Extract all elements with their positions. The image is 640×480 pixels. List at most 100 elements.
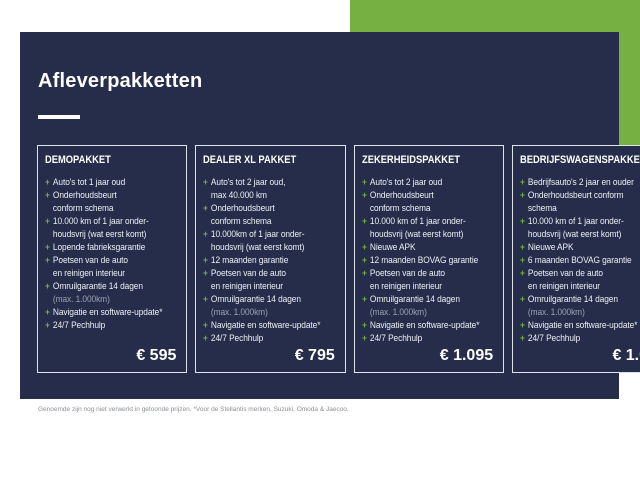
- package-item: + Poetsen van de auto: [203, 267, 320, 280]
- item-text: conform schema: [211, 216, 272, 227]
- package-card: BEDRIJFSWAGENSPAKKET + Bedrijfsauto's 2 ja…: [512, 145, 640, 373]
- item-text: 6 maanden BOVAG garantie: [528, 255, 632, 266]
- item-text: conform schema: [369, 203, 431, 214]
- item-text: Navigatie en software-update*: [528, 320, 638, 331]
- package-title: DEALER XL PAKKET: [203, 154, 297, 166]
- package-item: + Omruilgarantie 14 dagen: [362, 293, 479, 306]
- item-text: 12 maanden garantie: [211, 255, 289, 266]
- package-item-continuation: conform schema: [362, 202, 479, 215]
- item-text: en reinigen interieur: [52, 268, 125, 279]
- package-item: + Onderhoudsbeurt: [203, 202, 320, 215]
- package-item: + Nieuwe APK: [362, 241, 479, 254]
- item-text: Poetsen van de auto: [211, 268, 287, 279]
- plus-bullet-icon: +: [203, 294, 209, 305]
- item-text: Navigatie en software-update*: [211, 320, 321, 331]
- plus-bullet-icon: +: [520, 216, 525, 227]
- package-item: + Omruilgarantie 14 dagen: [520, 293, 640, 306]
- package-item: + Poetsen van de auto: [362, 267, 479, 280]
- package-item-continuation: (max. 1.000km): [520, 306, 640, 319]
- item-text: Omruilgarantie 14 dagen: [528, 294, 619, 305]
- item-text: houdsvrij (wat eerst komt): [52, 229, 147, 240]
- plus-bullet-icon: +: [45, 320, 50, 331]
- package-item: + Auto's tot 1 jaar oud: [45, 176, 162, 189]
- item-text: Onderhoudsbeurt: [211, 203, 276, 214]
- item-text: Omruilgarantie 14 dagen: [52, 281, 143, 292]
- item-text: Onderhoudsbeurt: [52, 190, 117, 201]
- package-item: +24/7 Pechhulp: [362, 332, 479, 345]
- item-text: Auto's tot 1 jaar oud: [52, 177, 126, 188]
- plus-bullet-icon: +: [520, 268, 525, 279]
- plus-bullet-icon: +: [361, 268, 367, 279]
- item-text: (max. 1.000km): [52, 294, 110, 305]
- plus-bullet-icon: +: [520, 333, 525, 344]
- plus-bullet-icon: +: [45, 255, 50, 266]
- package-title: ZEKERHEIDSPAKKET: [361, 154, 460, 166]
- item-text: houdsvrij (wat eerst komt): [211, 242, 305, 253]
- plus-bullet-icon: +: [520, 255, 525, 266]
- plus-bullet-icon: +: [520, 320, 525, 331]
- plus-bullet-icon: +: [520, 177, 525, 188]
- item-text: 24/7 Pechhulp: [528, 333, 581, 344]
- package-item: + Auto's tot 2 jaar oud,: [203, 176, 320, 189]
- item-text: Poetsen van de auto: [528, 268, 604, 279]
- package-title: BEDRIJFSWAGENSPAKKET: [520, 154, 640, 166]
- package-cards: DEMOPAKKET + Auto's tot 1 jaar oud + Onderho…: [37, 145, 640, 373]
- item-text: 12 maanden BOVAG garantie: [369, 255, 478, 266]
- item-text: schema: [528, 203, 557, 214]
- package-item: + Omruilgarantie 14 dagen: [203, 293, 320, 306]
- item-text: en reinigen interieur: [369, 281, 442, 292]
- package-item: +12 maanden garantie: [203, 254, 320, 267]
- item-text: 24/7 Pechhulp: [52, 320, 106, 331]
- plus-bullet-icon: +: [203, 333, 209, 344]
- item-text: Poetsen van de auto: [369, 268, 445, 279]
- package-card: DEALER XL PAKKET + Auto's tot 2 jaar oud, m…: [195, 145, 346, 373]
- plus-bullet-icon: +: [520, 294, 525, 305]
- plus-bullet-icon: +: [45, 177, 50, 188]
- package-price: € 1.095: [612, 347, 640, 364]
- package-price: € 595: [136, 347, 177, 364]
- plus-bullet-icon: +: [361, 177, 367, 188]
- item-text: (max. 1.000km): [369, 307, 427, 318]
- plus-bullet-icon: +: [361, 255, 367, 266]
- package-item-continuation: max 40.000 km: [203, 189, 320, 202]
- package-item: +12 maanden BOVAG garantie: [362, 254, 479, 267]
- plus-bullet-icon: +: [361, 320, 367, 331]
- package-item: + Onderhoudsbeurt: [45, 189, 162, 202]
- package-item: + Poetsen van de auto: [520, 267, 640, 280]
- item-text: 10.000 km of 1 jaar onder-: [369, 216, 466, 227]
- package-price: € 1.095: [439, 347, 494, 364]
- package-item: + Navigatie en software-update*: [520, 319, 640, 332]
- item-text: Lopende fabrieksgarantie: [52, 242, 146, 253]
- content-panel: Afleverpakketten DEMOPAKKET + Auto's tot 1…: [20, 32, 640, 399]
- plus-bullet-icon: +: [361, 333, 367, 344]
- package-item-continuation: en reinigen interieur: [362, 280, 479, 293]
- item-text: max 40.000 km: [211, 190, 268, 201]
- plus-bullet-icon: +: [203, 268, 209, 279]
- plus-bullet-icon: +: [203, 320, 209, 331]
- package-item: + Lopende fabrieksgarantie: [45, 241, 162, 254]
- package-item: + Navigatie en software-update*: [45, 306, 162, 319]
- package-item: +10.000 km of 1 jaar onder-: [520, 215, 640, 228]
- package-item: + Nieuwe APK: [520, 241, 640, 254]
- plus-bullet-icon: +: [361, 190, 367, 201]
- package-item: +24/7 Pechhulp: [203, 332, 320, 345]
- plus-bullet-icon: +: [203, 229, 209, 240]
- package-item-continuation: en reinigen interieur: [45, 267, 162, 280]
- package-item: + Bedrijfsauto's 2 jaar en ouder: [520, 176, 640, 189]
- package-item-continuation: en reinigen interieur: [203, 280, 320, 293]
- item-text: Bedrijfsauto's 2 jaar en ouder: [528, 177, 634, 188]
- package-price: € 795: [294, 347, 335, 364]
- package-item: + Auto's tot 2 jaar oud: [362, 176, 479, 189]
- item-text: Nieuwe APK: [528, 242, 574, 253]
- package-item: + Omruilgarantie 14 dagen: [45, 280, 162, 293]
- plus-bullet-icon: +: [361, 216, 367, 227]
- plus-bullet-icon: +: [203, 255, 209, 266]
- item-text: Omruilgarantie 14 dagen: [369, 294, 460, 305]
- item-text: Nieuwe APK: [369, 242, 416, 253]
- plus-bullet-icon: +: [45, 281, 50, 292]
- item-text: (max. 1.000km): [528, 307, 585, 318]
- package-item-continuation: houdsvrij (wat eerst komt): [520, 228, 640, 241]
- item-text: conform schema: [52, 203, 114, 214]
- plus-bullet-icon: +: [361, 242, 367, 253]
